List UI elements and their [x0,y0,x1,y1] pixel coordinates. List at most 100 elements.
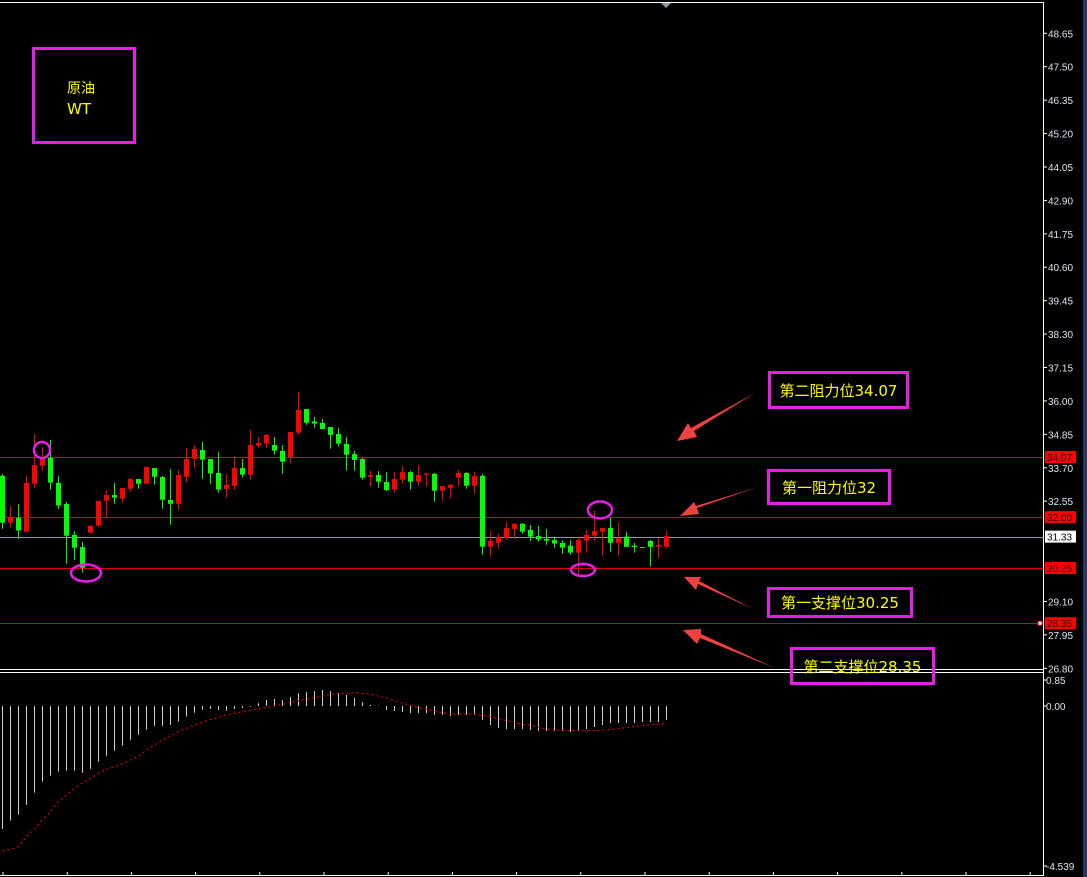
y-tick-label: 36.00 [1048,397,1073,408]
candle-body [224,484,229,489]
highlight-circle [569,562,597,578]
candle-body [80,547,85,568]
price-tag: 28.35 [1047,619,1072,630]
candle-body [168,500,173,504]
candle-body [104,495,109,501]
candle-body [160,477,165,500]
macd-signal-line [2,692,667,852]
candle-body [560,543,565,548]
instrument-name: 原油 [67,81,95,97]
y-tick-label: 42.90 [1048,196,1073,207]
candle-body [424,473,429,475]
candle-body [352,454,357,460]
candle-body [208,459,213,474]
price-tag-bg [1045,530,1076,543]
candle-body [184,459,189,477]
candle-body [280,450,285,462]
y-tick-label: 44.05 [1048,163,1073,174]
y-tick-label: 41.75 [1048,230,1073,241]
candle-body [112,495,117,498]
macd-y-tick-label: -4.539 [1046,862,1075,873]
candle-body [232,468,237,486]
macd-y-tick-label: 0.00 [1046,702,1066,713]
candle-body [312,421,317,424]
candle-body [496,536,501,543]
arrow-icon [683,629,775,668]
y-tick-label: 48.65 [1048,29,1073,40]
candle-body [240,468,245,475]
time-axis-ticks [2,872,1031,876]
price-tag: 32.00 [1047,513,1072,524]
annotation-resistance-2: 第二阻力位34.07 [768,371,909,409]
candle-body [456,472,461,478]
candle-body [432,473,437,491]
y-tick-label: 29.10 [1048,597,1073,608]
candle-body [416,475,421,482]
price-tag-bg [1045,511,1076,524]
candle-body [624,536,629,547]
candle-body [608,527,613,543]
arrow-icon [680,487,758,516]
candle-body [304,409,309,423]
candle-body [0,475,5,523]
candle-body [264,434,269,444]
candle-body [552,540,557,544]
candle-body [16,517,21,531]
candle-body [8,517,13,523]
candle-body [408,472,413,482]
price-tag: 31.33 [1047,533,1072,544]
candle-body [320,422,325,430]
candle-body [440,486,445,491]
price-tag-marker [1037,620,1043,626]
candle-body [640,547,645,549]
candle-body [616,538,621,543]
candle-body [40,458,45,466]
candle-body [544,538,549,541]
candle-body [592,531,597,536]
price-tag-bg [1045,451,1076,463]
annotation-support-1: 第一支撑位30.25 [767,587,913,618]
candle-body [360,459,365,478]
candle-body [488,540,493,547]
candle-body [568,545,573,553]
candle-body [328,427,333,435]
candle-body [56,482,61,506]
highlight-circle [69,563,103,583]
y-tick-label: 27.95 [1048,631,1073,642]
instrument-code: WT [67,100,91,118]
candle-body [600,527,605,532]
candle-body [32,465,37,484]
y-tick-label: 34.85 [1048,430,1073,441]
candle-body [256,443,261,446]
highlight-circle [32,440,52,460]
candle-body [656,545,661,547]
y-tick-label: 33.70 [1048,464,1073,475]
candle-body [448,484,453,488]
candle-body [144,466,149,484]
y-tick-label: 47.50 [1048,63,1073,74]
candle-body [128,479,133,489]
highlight-marks [32,440,614,583]
candle-body [392,479,397,490]
annotation-arrows [677,393,775,668]
arrow-icon [677,393,755,441]
y-tick-label: 38.30 [1048,330,1073,341]
price-tag-bg [1045,562,1076,575]
macd-axis: 0.85 0.00 -4.539 [1043,676,1075,873]
candle-body [376,475,381,482]
price-axis: 48.65 47.50 46.35 45.20 44.05 42.90 41.75 40.60… [1037,29,1076,675]
macd-panel [2,690,667,852]
price-tag: 30.25 [1047,564,1072,575]
candle-body [528,529,533,537]
price-tag-bg [1045,617,1076,630]
candle-body [152,468,157,477]
candle-body [512,523,517,530]
candle-body [216,472,221,490]
candle-body [368,475,373,477]
chart-shift-marker-icon[interactable] [661,3,671,8]
candle-body [272,445,277,451]
candles [0,391,669,575]
window-edge [1083,0,1087,877]
highlight-circle [586,500,614,520]
